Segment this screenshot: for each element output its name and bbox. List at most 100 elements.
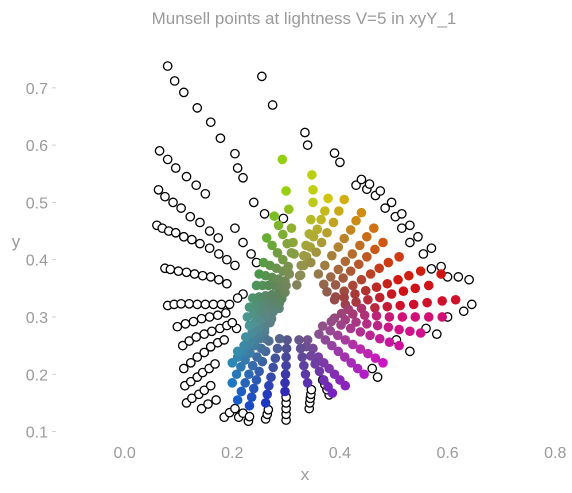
in-gamut-point: [292, 280, 302, 290]
in-gamut-point: [437, 296, 447, 306]
in-gamut-point: [422, 297, 432, 308]
in-gamut-point: [272, 248, 283, 258]
out-of-gamut-point: [197, 270, 208, 281]
in-gamut-point: [359, 369, 369, 380]
in-gamut-point: [247, 360, 258, 371]
out-of-gamut-point: [199, 385, 210, 396]
out-of-gamut-point: [178, 363, 189, 374]
out-of-gamut-point: [396, 223, 407, 234]
out-of-gamut-point: [215, 133, 226, 144]
in-gamut-point: [320, 335, 331, 345]
out-of-gamut-point: [329, 148, 340, 158]
in-gamut-point: [345, 225, 356, 235]
x-tick-label: 0.6: [436, 445, 458, 462]
in-gamut-point: [283, 261, 294, 272]
x-tick-label: 0.0: [113, 445, 135, 462]
x-tick-label: 0.4: [329, 445, 351, 462]
in-gamut-point: [295, 270, 306, 280]
out-of-gamut-point: [176, 203, 186, 213]
out-of-gamut-point: [185, 376, 196, 387]
in-gamut-point: [272, 343, 283, 354]
x-tick-label: 0.2: [221, 445, 243, 462]
in-gamut-point: [363, 348, 373, 359]
in-gamut-point: [244, 369, 254, 380]
in-gamut-point: [404, 270, 414, 281]
out-of-gamut-point: [372, 372, 383, 382]
in-gamut-point: [365, 330, 375, 341]
out-of-gamut-point: [246, 249, 256, 259]
in-gamut-point: [378, 358, 388, 368]
in-gamut-point: [347, 249, 358, 259]
in-gamut-point: [267, 240, 277, 251]
in-gamut-point: [306, 257, 316, 268]
out-of-gamut-point: [168, 197, 178, 208]
out-of-gamut-point: [205, 272, 216, 282]
out-of-gamut-point: [464, 274, 474, 285]
out-of-gamut-point: [206, 326, 217, 337]
in-gamut-point: [236, 386, 247, 397]
y-tick-label: 0.5: [26, 195, 48, 212]
out-of-gamut-point: [196, 403, 207, 414]
in-gamut-point: [356, 274, 367, 285]
out-of-gamut-point: [210, 359, 220, 369]
in-gamut-point: [318, 375, 329, 385]
in-gamut-point: [334, 206, 344, 216]
in-gamut-point: [397, 312, 408, 322]
out-of-gamut-point: [219, 335, 230, 345]
in-gamut-point: [286, 223, 297, 233]
out-of-gamut-point: [230, 260, 240, 271]
out-of-gamut-point: [238, 172, 248, 183]
out-of-gamut-point: [418, 249, 429, 259]
in-gamut-point: [311, 247, 322, 258]
in-gamut-point: [374, 263, 385, 274]
out-of-gamut-point: [213, 274, 224, 285]
in-gamut-point: [260, 398, 271, 408]
chart-title: Munsell points at lightness V=5 in xyY_1: [152, 9, 457, 28]
out-of-gamut-point: [257, 71, 267, 82]
out-of-gamut-point: [178, 87, 189, 98]
in-gamut-point: [231, 369, 242, 380]
in-gamut-point: [268, 362, 278, 373]
out-of-gamut-point: [208, 299, 219, 310]
in-gamut-point: [326, 316, 337, 327]
in-gamut-point: [423, 280, 434, 291]
in-gamut-point: [348, 339, 358, 350]
in-gamut-point: [351, 297, 361, 307]
out-of-gamut-point: [302, 140, 313, 150]
in-gamut-point: [333, 264, 344, 275]
out-of-gamut-point: [300, 127, 310, 138]
out-of-gamut-point: [213, 233, 224, 243]
in-gamut-point: [299, 360, 309, 371]
in-gamut-point: [308, 184, 318, 195]
in-gamut-point: [383, 257, 394, 268]
y-tick-label: 0.1: [26, 425, 48, 442]
out-of-gamut-point: [189, 269, 200, 279]
out-of-gamut-point: [230, 403, 240, 414]
in-gamut-point: [398, 286, 409, 296]
in-gamut-point: [327, 250, 337, 261]
in-gamut-point: [266, 372, 276, 382]
in-gamut-point: [307, 170, 317, 180]
in-gamut-point: [283, 204, 294, 215]
in-gamut-point: [300, 369, 311, 380]
in-gamut-point: [348, 280, 358, 291]
plot-points: [152, 61, 477, 427]
in-gamut-point: [386, 289, 397, 299]
axis-ticks: 0.0 0.2 0.4 0.6 0.8 0.1 0.2 0.3 0.4 0.5 0.6 0.7: [26, 81, 567, 462]
in-gamut-point: [371, 311, 382, 321]
out-of-gamut-point: [170, 163, 181, 173]
in-gamut-point: [281, 343, 292, 354]
in-gamut-point: [320, 206, 330, 216]
y-tick-label: 0.7: [26, 81, 48, 98]
out-of-gamut-point: [196, 313, 207, 324]
out-of-gamut-point: [405, 346, 415, 357]
in-gamut-point: [281, 360, 291, 371]
in-gamut-point: [227, 378, 238, 388]
in-gamut-point: [355, 327, 366, 337]
in-gamut-point: [278, 229, 288, 240]
in-gamut-point: [348, 309, 358, 319]
in-gamut-point: [330, 280, 341, 290]
out-of-gamut-point: [204, 243, 215, 254]
in-gamut-point: [436, 269, 446, 279]
